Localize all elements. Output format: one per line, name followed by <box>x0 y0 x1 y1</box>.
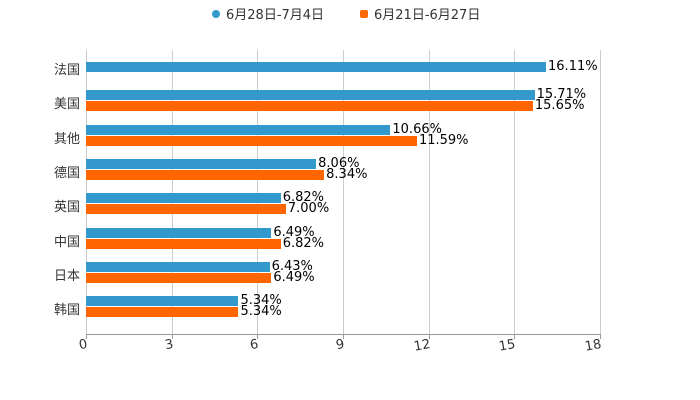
bar-series-2[interactable] <box>86 101 533 112</box>
legend-item-series-1[interactable]: 6月28日-7月4日 <box>212 4 324 23</box>
category-label: 中国 <box>53 234 80 250</box>
bar-series-1[interactable] <box>86 227 272 238</box>
data-label: 10.66% <box>392 121 442 137</box>
category-label: 日本 <box>53 268 80 284</box>
bar-series-1[interactable] <box>86 62 547 72</box>
data-label: 6.49% <box>273 269 315 285</box>
data-label: 5.34% <box>240 293 282 309</box>
gridline <box>600 50 601 335</box>
axis-tick-label: 15 <box>497 337 517 355</box>
gridline <box>429 50 430 335</box>
category-label: 法国 <box>53 63 80 78</box>
axis-tick <box>172 334 173 339</box>
axis-tick <box>86 334 87 339</box>
bar-series-1[interactable] <box>86 193 281 204</box>
bar-series-1[interactable] <box>86 124 391 135</box>
axis-tick-label: 18 <box>583 337 603 355</box>
data-label: 5.34% <box>240 304 282 320</box>
data-label: 15.71% <box>536 87 587 103</box>
bar-series-1[interactable] <box>86 296 239 307</box>
gridline <box>257 50 258 335</box>
category-label: 德国 <box>53 165 80 181</box>
axis-tick <box>257 334 258 339</box>
data-label: 6.82% <box>282 235 325 251</box>
data-label: 8.34% <box>326 166 368 182</box>
axis-tick <box>600 334 601 339</box>
axis-tick-label: 6 <box>248 337 260 354</box>
data-label: 6.82% <box>282 190 325 206</box>
category-label: 其他 <box>53 131 80 147</box>
category-label: 英国 <box>53 200 80 216</box>
gridline <box>514 50 515 335</box>
category-label: 美国 <box>53 97 80 113</box>
axis-tick <box>429 334 430 339</box>
axis-tick-label: 9 <box>334 337 346 354</box>
gridline <box>343 50 344 335</box>
gridline <box>86 50 87 335</box>
axis-tick-label: 0 <box>77 337 89 354</box>
data-label: 7.00% <box>287 201 330 217</box>
data-label: 11.59% <box>418 132 469 148</box>
circle-marker-icon <box>212 9 220 18</box>
legend-label: 6月28日-7月4日 <box>226 8 325 23</box>
bar-series-2[interactable] <box>86 238 281 249</box>
x-axis <box>86 334 600 335</box>
bar-series-2[interactable] <box>86 169 325 180</box>
bar-series-1[interactable] <box>86 261 270 272</box>
axis-tick-label: 3 <box>163 337 175 354</box>
axis-tick <box>343 334 344 339</box>
category-label: 韩国 <box>53 303 80 319</box>
axis-tick-label: 12 <box>412 337 432 355</box>
data-label: 15.65% <box>534 98 585 114</box>
bar-series-2[interactable] <box>86 204 286 215</box>
bar-series-1[interactable] <box>86 90 535 101</box>
legend-item-series-2[interactable]: 6月21日-6月27日 <box>360 4 480 23</box>
gridline <box>172 50 173 335</box>
data-label: 8.06% <box>318 155 360 171</box>
bar-series-2[interactable] <box>86 135 417 146</box>
data-label: 16.11% <box>548 59 598 74</box>
square-marker-icon <box>360 9 368 18</box>
bar-series-1[interactable] <box>86 158 317 169</box>
bar-series-2[interactable] <box>86 272 272 283</box>
data-label: 6.49% <box>273 224 315 240</box>
chart-legend: 6月28日-7月4日 6月21日-6月27日 <box>0 4 700 24</box>
data-label: 6.43% <box>271 258 313 274</box>
axis-tick <box>514 334 515 339</box>
legend-label: 6月21日-6月27日 <box>374 8 481 23</box>
bar-series-2[interactable] <box>86 307 239 318</box>
